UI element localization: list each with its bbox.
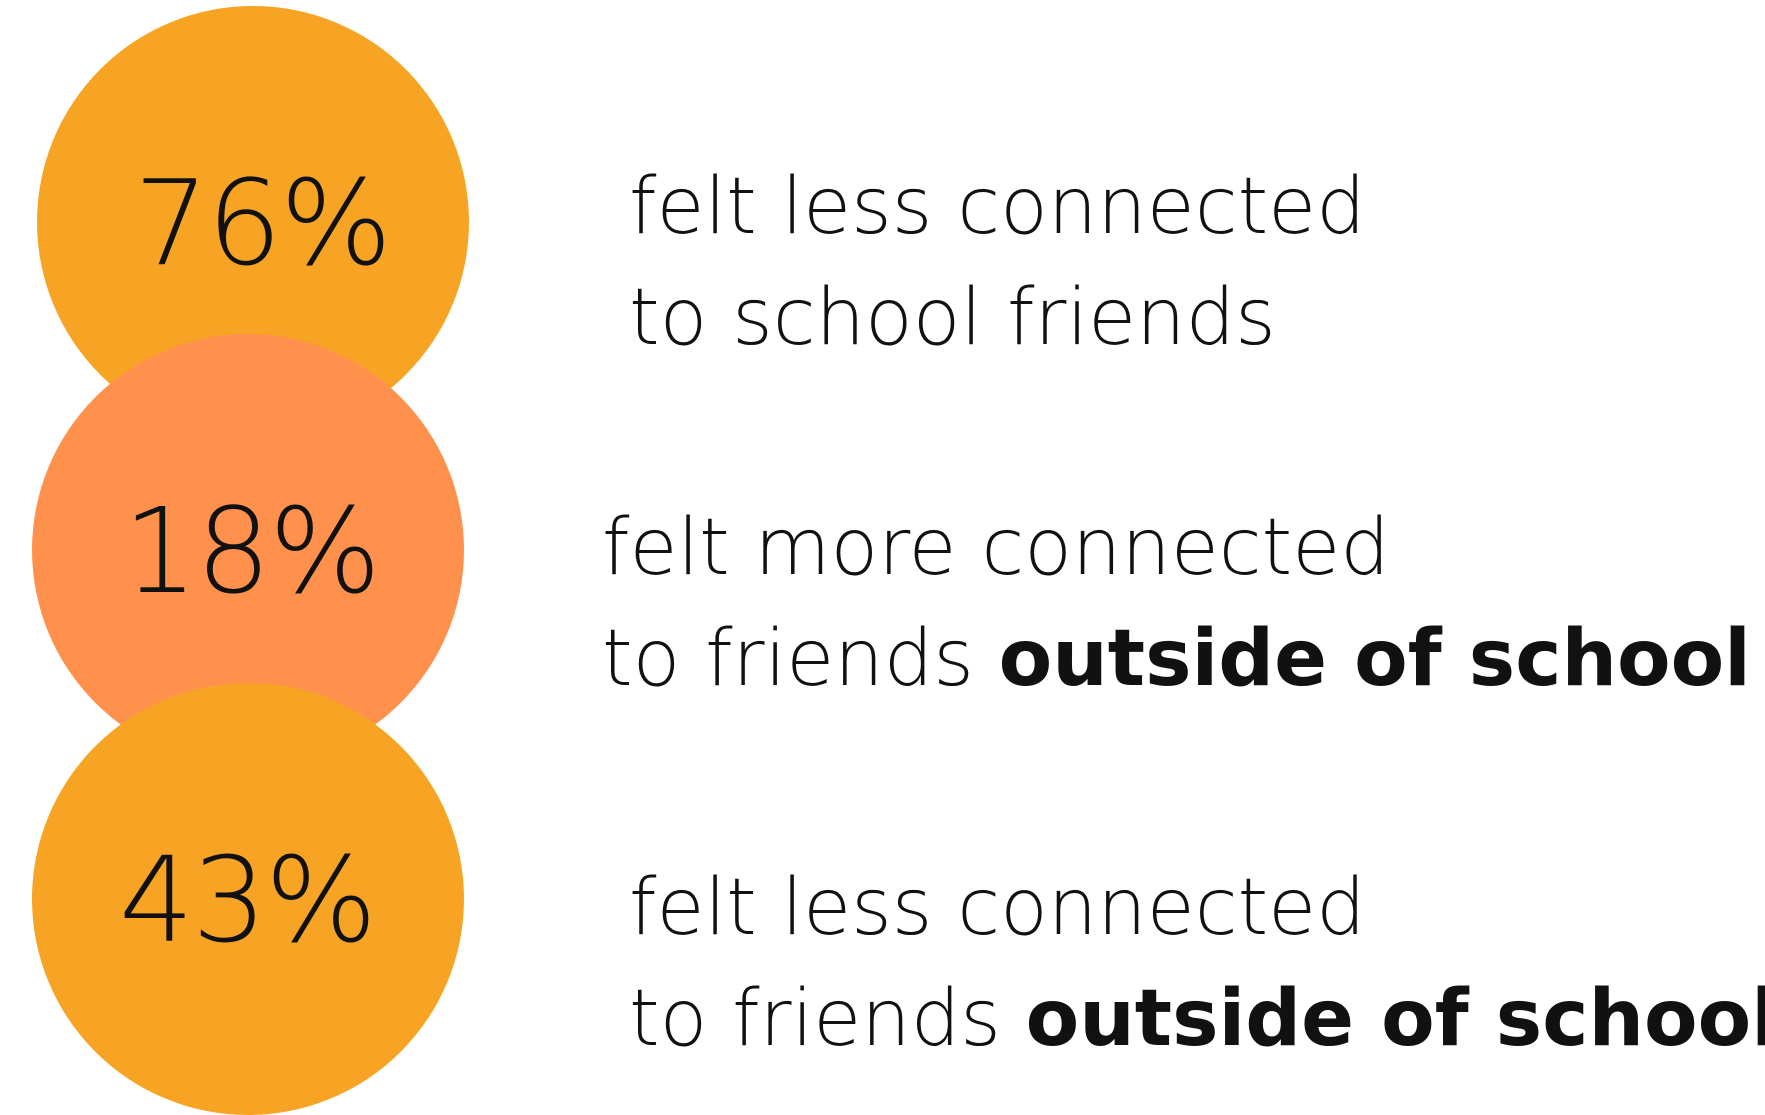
stat-circle-3: 43% <box>32 683 464 1115</box>
stat-description-2-line-2-bold: outside of school <box>998 614 1751 704</box>
stat-description-3-line-2-text: to friends <box>629 974 1026 1064</box>
stat-description-1-line-2: to school friends <box>629 263 1366 374</box>
stat-description-1: felt less connected to school friends <box>629 152 1366 374</box>
stat-percent-3: 43% <box>118 831 377 969</box>
stat-description-3: felt less connected to friends outside o… <box>629 853 1765 1075</box>
stat-description-3-line-1: felt less connected <box>629 863 1366 953</box>
stat-percent-1: 76% <box>133 154 392 292</box>
stat-description-2-line-2: to friends outside of school <box>602 604 1751 715</box>
stat-description-3-line-2-bold: outside of school <box>1025 974 1765 1064</box>
stat-description-2: felt more connected to friends outside o… <box>602 493 1751 715</box>
stat-percent-2: 18% <box>122 482 381 620</box>
stat-description-1-line-2-text: to school friends <box>629 273 1276 363</box>
stat-description-2-line-1: felt more connected <box>602 503 1390 593</box>
stat-description-3-line-2: to friends outside of school <box>629 964 1765 1075</box>
stat-description-2-line-2-text: to friends <box>602 614 999 704</box>
stat-description-1-line-1: felt less connected <box>629 162 1366 252</box>
